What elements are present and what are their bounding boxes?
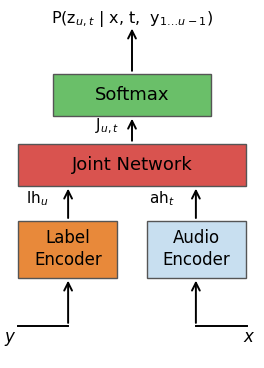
Text: J$_{u,t}$: J$_{u,t}$ [95,117,119,136]
Text: x: x [243,328,253,346]
FancyBboxPatch shape [18,144,246,186]
Text: y: y [4,328,14,346]
FancyBboxPatch shape [147,221,246,278]
FancyBboxPatch shape [53,74,211,116]
Text: Joint Network: Joint Network [72,156,192,174]
Text: Audio
Encoder: Audio Encoder [162,229,230,269]
Text: Label
Encoder: Label Encoder [34,229,102,269]
Text: ah$_{t}$: ah$_{t}$ [149,189,175,208]
Text: P(z$_{u,t}$ | x, t,  y$_{1 \ldots u-1}$): P(z$_{u,t}$ | x, t, y$_{1 \ldots u-1}$) [51,9,213,29]
Text: lh$_{u}$: lh$_{u}$ [26,189,49,208]
FancyBboxPatch shape [18,221,117,278]
Text: Softmax: Softmax [95,86,169,104]
